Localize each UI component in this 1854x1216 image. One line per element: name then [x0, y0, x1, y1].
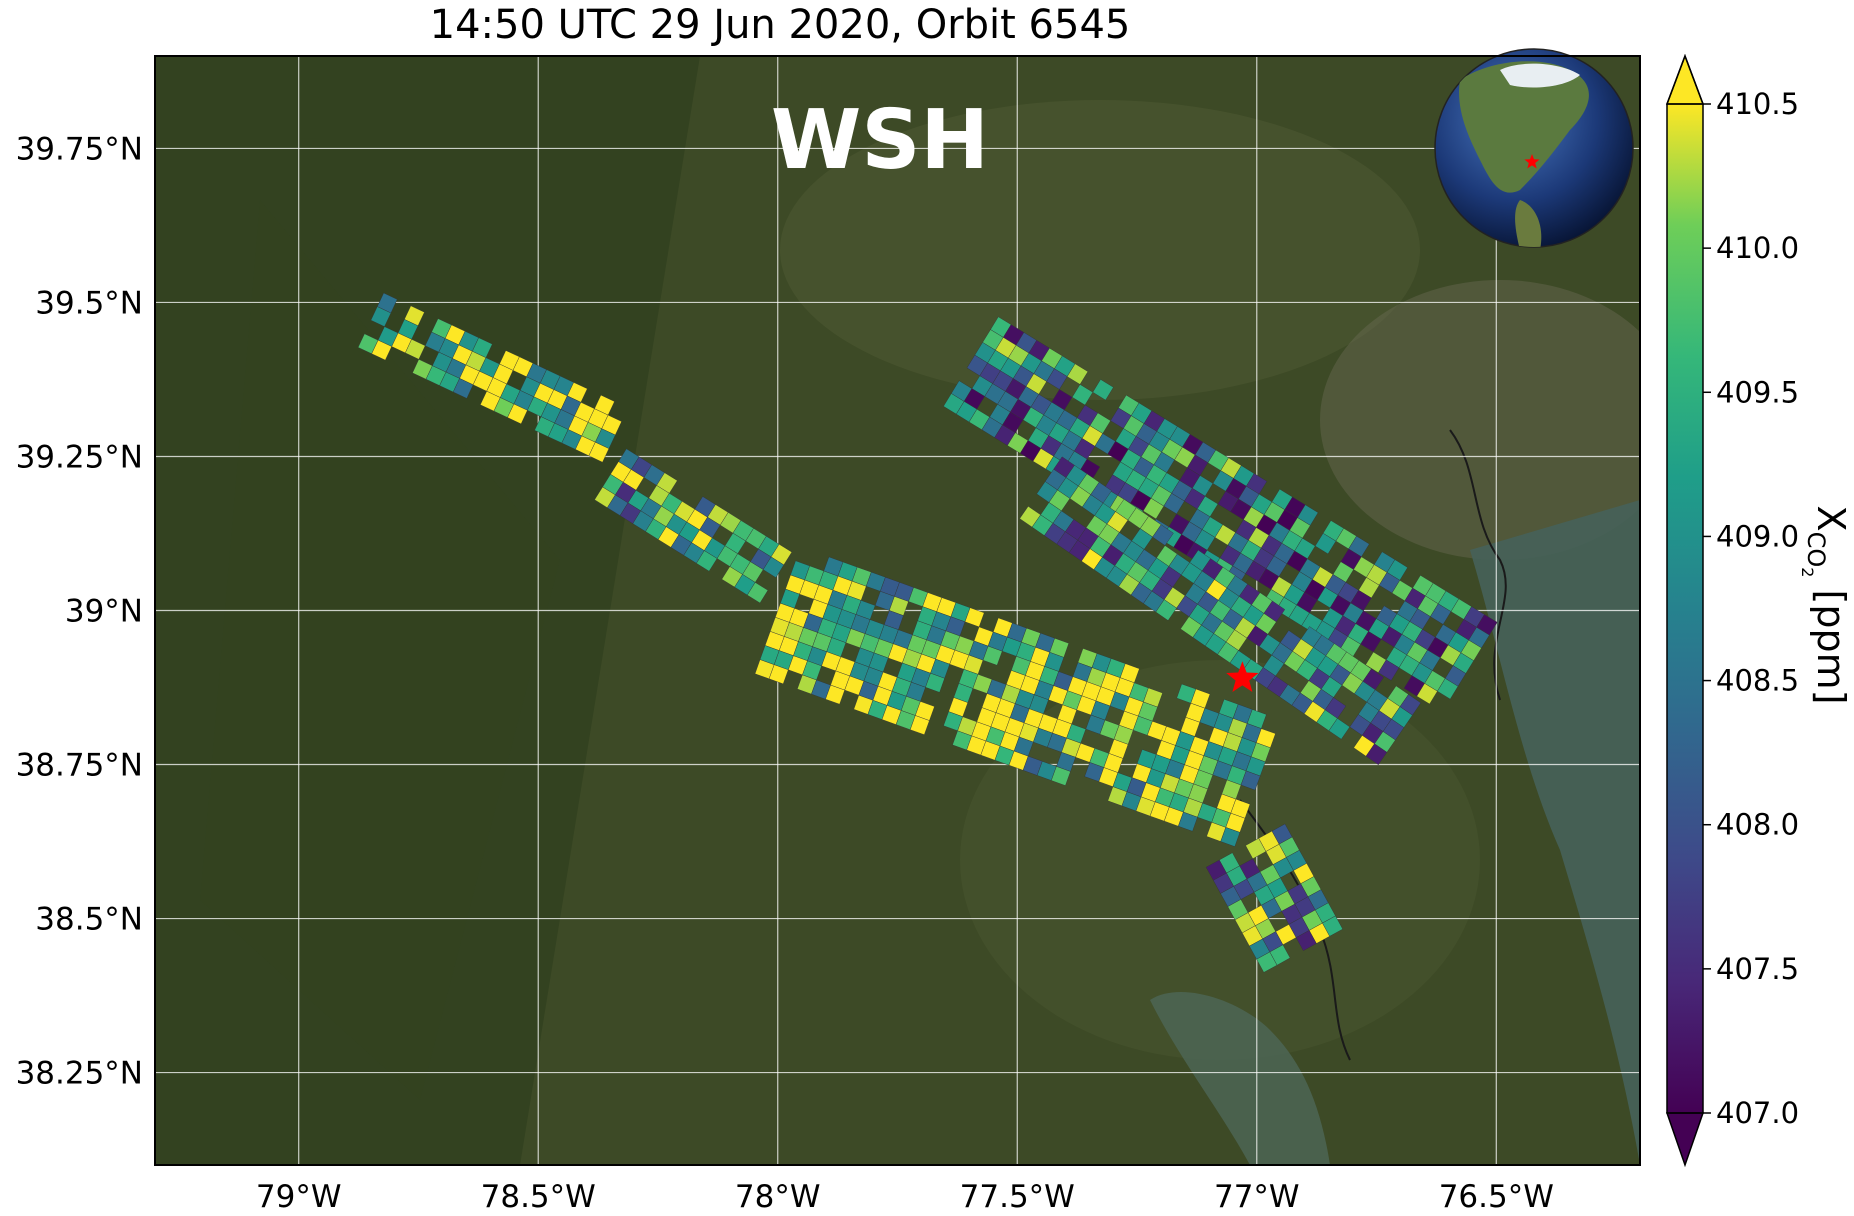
sounding-cell — [371, 339, 392, 361]
latitude-tick-labels: 39.75°N 39.5°N 39.25°N 39°N 38.75°N 38.5°N 38.… — [16, 131, 143, 1091]
sounding-cell — [1365, 743, 1388, 765]
colorbar-tick-label: 407.5 — [1716, 952, 1799, 986]
sounding-cell — [1295, 930, 1317, 951]
colorbar: 407.0 407.5 408.0 408.5 409.0 409.5 410.0 410.5 — [1665, 53, 1799, 1168]
lon-tick-label: 79°W — [256, 1179, 342, 1215]
sounding-cell — [1378, 659, 1400, 681]
chart-title: 14:50 UTC 29 Jun 2020, Orbit 6545 — [429, 2, 1131, 48]
inset-globe-icon — [1434, 48, 1634, 248]
lat-tick-label: 38.75°N — [16, 748, 143, 784]
sounding-cell — [1256, 951, 1278, 973]
sounding-cell — [588, 441, 610, 463]
lon-tick-label: 78°W — [735, 1179, 821, 1215]
map-frame — [154, 55, 1641, 1166]
colorbar-label-unit: [ppm] — [1809, 590, 1853, 705]
sounding-cell — [982, 645, 1003, 666]
sounding-cell — [1220, 827, 1241, 847]
sounding-cell — [825, 684, 845, 705]
colorbar-tick-label: 409.5 — [1716, 375, 1799, 409]
sounding-cell — [1051, 766, 1071, 786]
sounding-cell — [1240, 770, 1261, 791]
sounding-cell — [1092, 379, 1114, 401]
sounding-cell — [696, 550, 718, 572]
colorbar-label-main: X — [1809, 506, 1853, 532]
lon-tick-label: 76.5°W — [1439, 1179, 1554, 1215]
sounding-cell — [507, 403, 528, 425]
sounding-cell — [1328, 718, 1351, 740]
colorbar-label-subsub: 2 — [1798, 567, 1817, 577]
sounding-cell — [1178, 811, 1198, 832]
colorbar-tick-label: 407.0 — [1716, 1096, 1799, 1130]
colorbar-tick-label: 409.0 — [1716, 519, 1799, 553]
sounding-cell — [762, 556, 785, 578]
sounding-cell — [747, 582, 769, 604]
xco2-soundings — [357, 292, 1498, 973]
colorbar-label: XCO2 [ppm] — [1798, 506, 1853, 705]
lon-tick-label: 77°W — [1214, 1179, 1300, 1215]
colorbar-tick-label: 408.5 — [1716, 664, 1799, 698]
longitude-tick-labels: 79°W 78.5°W 78°W 77.5°W 77°W 76.5°W — [256, 1179, 1554, 1215]
lon-tick-label: 78.5°W — [481, 1179, 596, 1215]
lat-tick-label: 39°N — [65, 594, 143, 630]
site-label: WSH — [771, 93, 989, 188]
sounding-cell — [1437, 678, 1459, 700]
sounding-cell — [909, 715, 930, 735]
colorbar-label-gap — [1809, 577, 1853, 589]
colorbar-extend-max — [1665, 53, 1705, 105]
colorbar-label-sub: CO — [1802, 532, 1830, 568]
sounding-cell — [1155, 599, 1177, 621]
site-marker-star-icon — [1226, 661, 1259, 692]
sounding-cell — [925, 672, 945, 693]
colorbar-tick-labels: 407.0 407.5 408.0 408.5 409.0 409.5 410.0 410.5 — [1703, 87, 1799, 1130]
lat-tick-label: 38.25°N — [16, 1056, 143, 1092]
lat-tick-label: 39.75°N — [16, 131, 143, 167]
lat-tick-label: 39.5°N — [35, 285, 143, 321]
lat-tick-label: 38.5°N — [35, 902, 143, 938]
sounding-cell — [1314, 533, 1337, 555]
globe-marker-star-icon — [1524, 154, 1540, 169]
colorbar-tick-label: 410.5 — [1716, 87, 1799, 121]
colorbar-tick-label: 408.0 — [1716, 808, 1799, 842]
sounding-cell — [1416, 683, 1438, 705]
lat-tick-label: 39.25°N — [16, 439, 143, 475]
colorbar-tick-label: 410.0 — [1716, 231, 1799, 265]
lon-tick-label: 77.5°W — [960, 1179, 1075, 1215]
colorbar-extend-min — [1665, 1112, 1705, 1168]
sounding-cell — [452, 378, 474, 399]
sounding-cell — [768, 664, 789, 685]
map-gridlines — [155, 56, 1640, 1165]
